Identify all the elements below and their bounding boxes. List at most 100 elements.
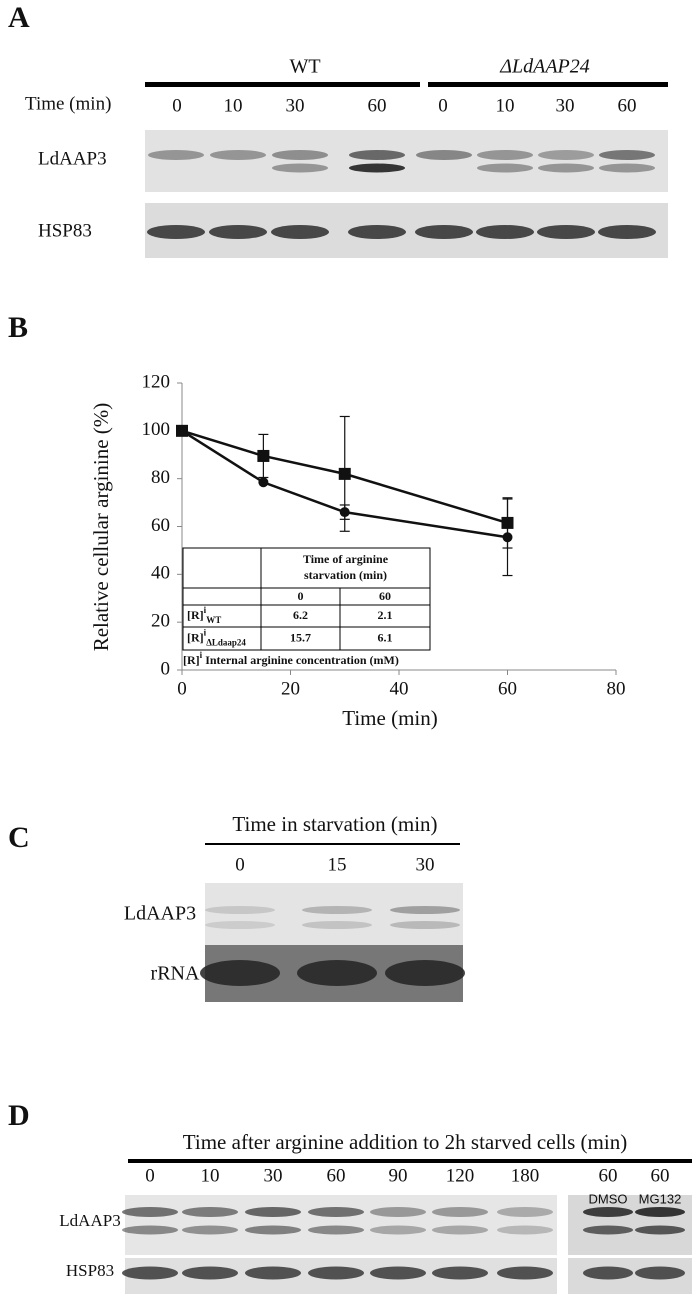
band: [598, 225, 656, 239]
title-line: [128, 1159, 692, 1163]
x-tick-label: 20: [281, 678, 300, 699]
x-tick-label: 40: [390, 678, 409, 699]
time-tick: 10: [496, 95, 515, 116]
table-header: Time of arginine starvation (min): [303, 552, 389, 582]
band: [635, 1207, 685, 1217]
time-tick: 60: [327, 1165, 346, 1186]
band: [302, 921, 372, 929]
band: [583, 1207, 633, 1217]
time-tick: 0: [145, 1165, 155, 1186]
time-tick: 60: [651, 1165, 670, 1186]
time-tick: 30: [416, 854, 435, 875]
band: [497, 1225, 553, 1235]
y-tick-label: 60: [151, 515, 170, 536]
group-label: WT: [289, 56, 320, 78]
y-tick-label: 0: [161, 658, 171, 679]
band: [432, 1266, 488, 1280]
y-tick-label: 100: [142, 419, 171, 440]
band: [635, 1225, 685, 1235]
text: Internal arginine concentration (mM): [202, 653, 399, 667]
panel-label: B: [8, 311, 28, 344]
band: [477, 150, 533, 160]
blot: [125, 1195, 557, 1255]
time-tick: 60: [599, 1165, 618, 1186]
band: [599, 163, 655, 173]
table-cell: 2.1: [378, 608, 393, 622]
band: [635, 1266, 685, 1280]
band: [182, 1225, 238, 1235]
band: [583, 1225, 633, 1235]
band: [122, 1207, 178, 1217]
sub: ΔLdaap24: [206, 638, 246, 648]
band: [349, 163, 405, 173]
band: [122, 1225, 178, 1235]
time-tick: 30: [286, 95, 305, 116]
row-label: LdAAP3: [38, 148, 107, 169]
base: [R]: [183, 653, 200, 667]
band: [308, 1266, 364, 1280]
band: [497, 1207, 553, 1217]
time-tick: 0: [235, 854, 245, 875]
band: [182, 1207, 238, 1217]
y-axis-label: Relative cellular arginine (%): [89, 403, 113, 652]
time-tick: 0: [438, 95, 448, 116]
time-tick: 30: [264, 1165, 283, 1186]
band: [272, 163, 328, 173]
band: [349, 150, 405, 160]
group-bar: [428, 82, 668, 87]
row-label: [R]iWT: [187, 605, 221, 625]
band: [370, 1207, 426, 1217]
row-label: [R]iΔLdaap24: [187, 628, 246, 648]
band: [210, 150, 266, 160]
header-line: starvation (min): [304, 568, 387, 582]
band: [245, 1207, 301, 1217]
band: [538, 150, 594, 160]
time-tick: 60: [368, 95, 387, 116]
panel-label: C: [8, 821, 30, 854]
band: [122, 1266, 178, 1280]
band: [308, 1225, 364, 1235]
base: [R]: [187, 630, 204, 644]
panel-label: D: [8, 1099, 30, 1132]
blot: [568, 1195, 692, 1255]
band: [308, 1207, 364, 1217]
time-tick: 15: [328, 854, 347, 875]
y-tick-label: 20: [151, 611, 170, 632]
time-tick: 30: [556, 95, 575, 116]
band: [147, 225, 205, 239]
y-tick-label: 80: [151, 467, 170, 488]
band: [370, 1266, 426, 1280]
time-label: Time (min): [25, 93, 111, 114]
band: [205, 906, 275, 914]
time-tick: 180: [511, 1165, 540, 1186]
band: [245, 1266, 301, 1280]
band: [583, 1266, 633, 1280]
x-tick-label: 80: [607, 678, 626, 699]
band: [432, 1207, 488, 1217]
time-tick: 10: [224, 95, 243, 116]
y-tick-label: 40: [151, 563, 170, 584]
sup: i: [200, 650, 203, 660]
x-tick-label: 60: [498, 678, 517, 699]
x-axis-label: Time (min): [342, 706, 437, 730]
time-tick: 120: [446, 1165, 475, 1186]
group-label: ΔLdAAP24: [499, 56, 590, 78]
time-tick: 90: [389, 1165, 408, 1186]
header-line: Time of arginine: [303, 552, 389, 566]
title-line: [205, 843, 460, 845]
base: [R]: [187, 608, 204, 622]
band: [271, 225, 329, 239]
table-cell: 15.7: [290, 630, 311, 644]
band: [370, 1225, 426, 1235]
band: [148, 150, 204, 160]
band: [200, 960, 280, 986]
row-label: HSP83: [38, 220, 92, 241]
point: [502, 532, 513, 543]
x-tick-label: 0: [177, 678, 187, 699]
table-column: 0: [298, 589, 304, 603]
band: [302, 906, 372, 914]
time-tick: 60: [618, 95, 637, 116]
band: [476, 225, 534, 239]
time-tick: 10: [201, 1165, 220, 1186]
